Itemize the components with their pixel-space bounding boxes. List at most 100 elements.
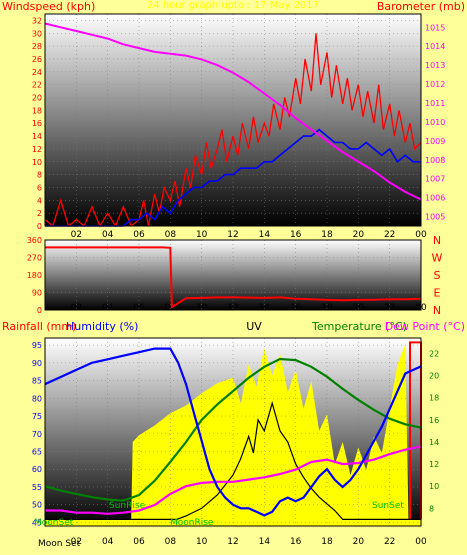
dewpoint-line [45,445,422,515]
humidity-line [44,347,422,517]
y-tick-label-left: 2 [37,209,42,218]
x-tick-label: 16 [290,230,302,240]
sun-rise-label: SunRise [109,501,146,511]
x-tick-label: 14 [259,230,271,240]
x-tick-label: 14 [259,303,271,313]
y-tick-label-left: 8 [37,171,42,180]
y-tick-label-left: 32 [32,16,42,25]
x-tick-label: 02 [71,537,82,547]
x-tick-label: 20 [353,230,365,240]
x-tick-label: 20 [353,537,365,547]
y-tick-label-left: 60 [32,465,42,474]
barometer-line [44,22,422,201]
solar-area [45,344,421,526]
y-tick-label-right: 16 [429,416,439,425]
y-tick-label-left: 16 [32,119,42,128]
y-tick-label-right: 1012 [425,80,445,89]
x-tick-label: 00 [415,537,427,547]
x-tick-label: 18 [321,537,333,547]
y-tick-label-left: 6 [37,183,42,192]
x-tick-label: 22 [384,230,395,240]
y-tick-label-right: 1007 [425,175,445,184]
x-tick-label: 02 [71,303,82,313]
compass-label: N [433,304,441,317]
y-tick-label-left: 55 [32,483,42,492]
x-tick-label: 08 [165,303,177,313]
x-tick-label: 16 [290,303,302,313]
y-tick-label-left: 30 [32,29,42,38]
y-tick-label-left: 180 [27,271,42,280]
compass-label: N [433,234,441,247]
x-tick-label: 10 [196,230,208,240]
rainfall-axis-title: Rainfall (mm) [2,320,76,333]
direction-line [45,246,422,309]
x-tick-label: 00 [415,230,427,240]
x-tick-label: 14 [259,537,271,547]
y-tick-label-left: 12 [32,145,42,154]
y-tick-label-left: 80 [32,394,42,403]
x-tick-label: 04 [102,303,114,313]
uv-axis-title: UV [246,320,262,333]
y-tick-label-right: 18 [429,394,439,403]
y-tick-label-left: 95 [32,341,42,350]
y-tick-label-left: 45 [32,518,42,527]
uv-line [45,400,421,520]
x-tick-label: 12 [227,230,238,240]
windspeed-axis-title: Windspeed (kph) [2,0,95,13]
y-tick-label-right: 12 [429,460,439,469]
x-tick-label: 12 [227,303,238,313]
y-tick-label-right: 1011 [425,99,445,108]
y-tick-label-right: 1008 [425,156,445,165]
compass-label: E [434,287,441,300]
x-tick-label: 18 [321,230,333,240]
x-tick-label: 08 [165,230,177,240]
y-tick-label-right: 1005 [425,213,445,222]
y-tick-label-right: 22 [429,349,439,358]
temperature-axis-title: Temperature (°C) [311,320,407,333]
moon-rise-label: MoonRise [170,518,214,528]
y-tick-label-right: 1015 [425,23,445,32]
compass-label: W [432,252,443,265]
x-tick-label: 12 [227,537,238,547]
y-tick-label-left: 0 [37,222,42,231]
y-tick-label-left: 22 [32,81,42,90]
temperature-line [44,357,422,502]
y-tick-label-right: 14 [429,438,439,447]
x-tick-label: 20 [353,303,365,313]
y-tick-label-left: 360 [27,236,42,245]
x-tick-label: 02 [71,230,82,240]
x-tick-label: 22 [384,537,395,547]
y-tick-label-left: 20 [32,94,42,103]
chart-title: 24 hour graph upto : 17 May 2017 [147,0,319,11]
compass-label: S [434,269,441,282]
barometer-axis-title: Barometer (mb) [377,0,465,13]
y-tick-label-left: 24 [32,68,42,77]
average-wind-line [45,128,421,227]
y-tick-label-left: 10 [32,158,42,167]
y-tick-label-right: 1010 [425,118,445,127]
y-tick-label-left: 85 [32,377,42,386]
x-tick-label: 22 [384,303,395,313]
y-tick-label-left: 75 [32,412,42,421]
x-tick-label: 10 [196,303,208,313]
wind-plot-border [44,13,422,227]
x-tick-label: 18 [321,303,333,313]
climate-plot-border [44,337,422,527]
y-tick-label-right: 8 [429,504,434,513]
y-tick-label-right: 1014 [425,42,445,51]
y-tick-label-left: 14 [32,132,42,141]
y-tick-label-left: 65 [32,448,42,457]
x-tick-label: 06 [133,537,145,547]
y-tick-label-left: 26 [32,55,42,64]
x-tick-label: 08 [165,537,177,547]
y-tick-label-left: 0 [37,306,42,315]
y-tick-label-left: 18 [32,106,42,115]
direction-plot-border [44,239,422,311]
y-tick-label-right: 1006 [425,194,445,203]
moon-set-inline-label: MoonSet [34,518,74,528]
x-tick-label: 16 [290,537,302,547]
x-tick-label: 04 [102,537,114,547]
y-tick-label-right: 10 [429,482,439,491]
y-tick-label-left: 50 [32,501,42,510]
